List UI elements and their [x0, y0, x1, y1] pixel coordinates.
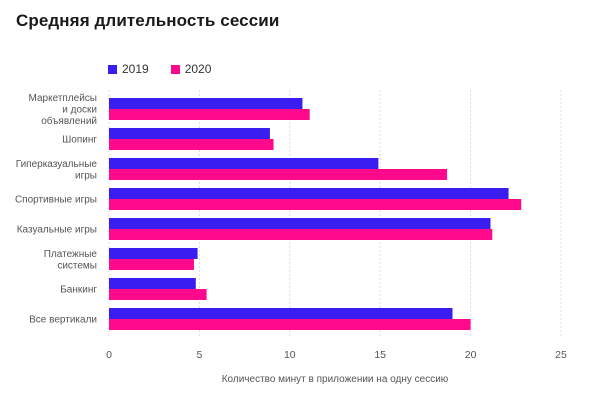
category-label: Маркетплейсы и доски объявлений [29, 93, 97, 127]
bar-2019 [109, 128, 270, 139]
bar-2019 [109, 218, 491, 229]
category-label: Платежные системы [44, 249, 98, 272]
bar-2020 [109, 139, 274, 150]
bar-2020 [109, 169, 448, 180]
bar-2020 [109, 199, 522, 210]
bar-2020 [109, 289, 207, 300]
x-axis-title: Количество минут в приложении на одну се… [222, 374, 449, 385]
legend-item-2019: 2019 [108, 62, 149, 76]
bar-2019 [109, 278, 196, 289]
legend-item-2020: 2020 [170, 62, 212, 76]
legend-label-2020: 2020 [184, 62, 212, 76]
category-label: Шопинг [62, 135, 97, 146]
bar-2019 [109, 188, 509, 199]
x-tick-label: 10 [284, 349, 296, 361]
bar-2019 [109, 98, 303, 109]
bar-2019 [109, 308, 453, 319]
x-tick-label: 25 [555, 349, 567, 361]
x-tick-label: 5 [196, 349, 202, 361]
bar-2020 [109, 229, 493, 240]
x-tick-label: 0 [106, 349, 112, 361]
bar-2020 [109, 319, 471, 330]
bar-2020 [109, 109, 310, 120]
category-label: Все вертикали [29, 315, 97, 326]
category-label: Банкинг [60, 285, 97, 296]
legend-label-2019: 2019 [122, 62, 149, 76]
x-tick-label: 20 [465, 349, 477, 361]
category-label: Гиперказуальные игры [16, 159, 98, 182]
legend-swatch-2020 [170, 64, 180, 74]
chart-title: Средняя длительность сессии [16, 11, 280, 30]
legend-swatch-2019 [108, 64, 117, 74]
bar-2019 [109, 158, 379, 169]
category-label: Казуальные игры [17, 225, 97, 236]
x-tick-label: 15 [374, 349, 386, 361]
legend: 2019 2020 [108, 62, 233, 76]
bar-2020 [109, 259, 194, 270]
bar-2019 [109, 248, 198, 259]
category-label: Спортивные игры [15, 195, 97, 206]
